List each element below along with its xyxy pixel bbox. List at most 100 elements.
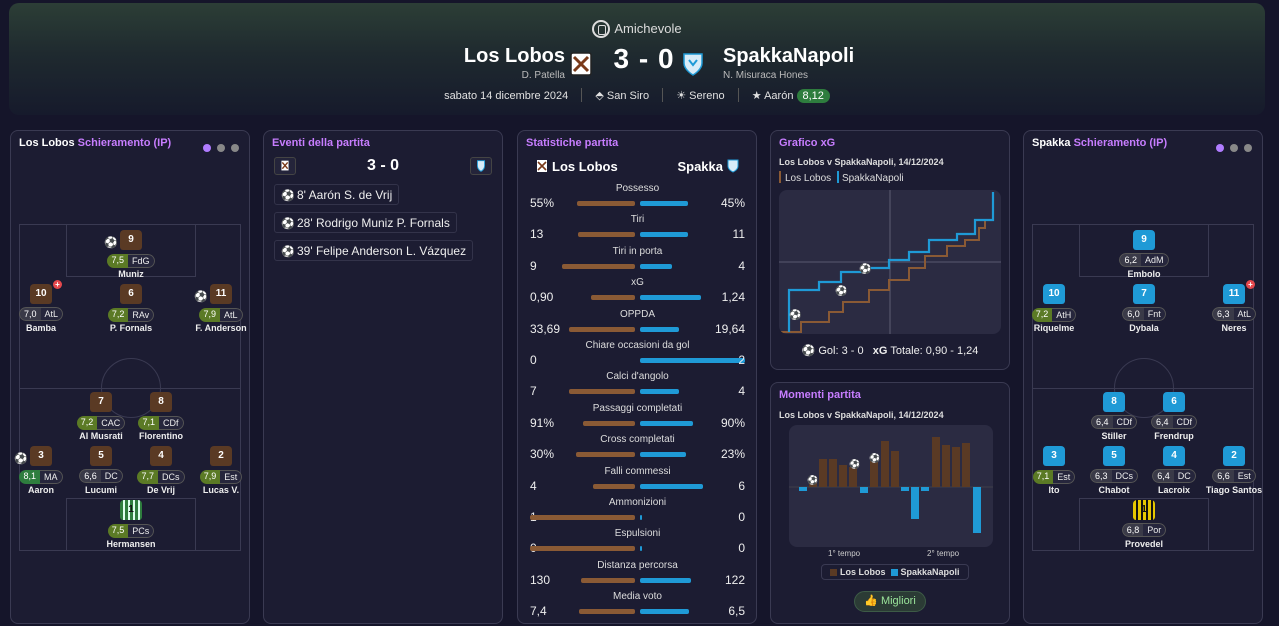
player-rating: 7,1 Est	[1032, 470, 1076, 484]
shirt-number: 2	[218, 450, 224, 461]
moments-title: Momenti partita	[779, 389, 861, 401]
player-card[interactable]: ⚽ 9 7,5 FdG Muniz	[96, 229, 166, 279]
goal-icon: ⚽	[281, 218, 295, 230]
player-position: FdG	[128, 254, 155, 268]
player-card[interactable]: 1 6,8 Por Provedel	[1109, 499, 1179, 549]
away-team[interactable]: SpakkaNapoli N. Misuraca Hones	[723, 45, 854, 81]
player-card[interactable]: 7 7,2 CAC Al Musrati	[66, 391, 136, 441]
player-rating: 7,9 Est	[199, 470, 243, 484]
page-dot[interactable]	[1244, 144, 1252, 152]
moments-chart[interactable]: ⚽ ⚽ ⚽	[789, 425, 993, 547]
player-card[interactable]: 7 6,0 Fnt Dybala	[1109, 283, 1179, 333]
mvp-name[interactable]: Aarón	[764, 90, 794, 102]
event-goal[interactable]: ⚽ 39' Felipe Anderson L. Vázquez	[274, 240, 474, 261]
player-card[interactable]: 5 6,6 DC Lucumi	[66, 445, 136, 495]
shirt-number: 11	[1228, 288, 1240, 299]
player-rating: 6,6 Est	[1212, 469, 1256, 483]
player-card[interactable]: 3 7,1 Est Ito	[1019, 445, 1089, 495]
stat-away-bar	[640, 232, 689, 238]
player-rating: 6,3 DCs	[1089, 469, 1138, 483]
shirt-number: 10	[1048, 288, 1060, 299]
stat-away-bar	[640, 546, 642, 552]
player-card[interactable]: 10 7,2 AtH Riquelme	[1019, 283, 1089, 333]
player-card[interactable]: 6 7,2 RAv P. Fornals	[96, 283, 166, 333]
player-card[interactable]: 4 7,7 DCs De Vrij	[126, 445, 196, 495]
stat-home-bar	[575, 452, 635, 458]
player-name: Al Musrati	[79, 431, 123, 441]
penalty-box	[66, 498, 196, 550]
player-card[interactable]: 5 6,3 DCs Chabot	[1079, 445, 1149, 495]
shirt-icon: 4	[1163, 446, 1185, 466]
shirt-number: 7	[1141, 288, 1147, 299]
goal-icon: ⚽	[868, 452, 880, 463]
player-card[interactable]: 2 7,9 Est Lucas V.	[186, 445, 256, 495]
player-rating: 7,2 CAC	[76, 416, 126, 430]
first-half-label: 1° tempo	[828, 549, 861, 558]
player-position: AdM	[1141, 253, 1169, 267]
player-rating: 7,2 RAv	[107, 308, 155, 322]
match-info: sabato 14 dicembre 2024 ⬘ San Siro ☀ Ser…	[9, 88, 1265, 103]
away-lineup-title: Spakka Schieramento (IP)	[1032, 137, 1168, 149]
shirt-number: 6	[1171, 396, 1177, 407]
player-position: PCs	[128, 524, 155, 538]
page-dot[interactable]	[1216, 144, 1224, 152]
stat-row: Calci d'angolo 7 4	[518, 371, 757, 401]
events-title: Eventi della partita	[272, 137, 370, 149]
shirt-number: 4	[158, 450, 164, 461]
xg-chart[interactable]: ⚽ ⚽ ⚽	[779, 190, 1001, 334]
best-moments-button[interactable]: 👍 Migliori	[854, 591, 926, 612]
lineup-pager[interactable]	[1210, 139, 1252, 157]
stat-label: Espulsioni	[614, 528, 661, 540]
page-dot[interactable]	[217, 144, 225, 152]
injury-icon: +	[1246, 280, 1255, 289]
player-name: Dybala	[1129, 323, 1159, 333]
home-team-name[interactable]: Los Lobos	[463, 45, 565, 67]
page-dot[interactable]	[1230, 144, 1238, 152]
xg-line-home	[781, 220, 986, 333]
match-date: sabato 14 dicembre 2024	[444, 90, 569, 102]
stat-away-bar	[640, 201, 688, 206]
player-card[interactable]: 11 +6,3 AtL Neres	[1199, 280, 1269, 333]
player-card[interactable]: 6 6,4 CDf Frendrup	[1139, 391, 1209, 441]
shirt-number: 1	[1141, 504, 1147, 515]
player-card[interactable]: 9 6,2 AdM Embolo	[1109, 229, 1179, 279]
player-rating: 6,6 DC	[79, 469, 123, 483]
player-card[interactable]: 10 +7,0 AtL Bamba	[6, 280, 76, 333]
penalty-box	[1079, 498, 1209, 550]
lineup-pager[interactable]	[197, 139, 239, 157]
home-lineup-panel: Los Lobos Schieramento (IP) ⚽ 9 7,5 FdG Muni…	[10, 130, 250, 624]
away-team-name[interactable]: SpakkaNapoli	[723, 45, 855, 67]
player-rating: 7,2 AtH	[1031, 308, 1077, 322]
shirt-number: 11	[215, 288, 227, 299]
player-rating: 7,1 CDf	[138, 416, 184, 430]
event-goal[interactable]: ⚽ 8' Aarón S. de Vrij	[274, 184, 400, 205]
penalty-box	[1079, 225, 1209, 277]
stat-home-value: 7,4	[530, 604, 547, 619]
shirt-icon: 4	[150, 446, 172, 466]
page-dot[interactable]	[203, 144, 211, 152]
stat-row: Espulsioni00	[518, 528, 757, 558]
player-card[interactable]: ⚽ 11 7,9 AtL F. Anderson	[186, 283, 256, 333]
stat-row: Chiare occasioni da gol 0 2	[518, 340, 757, 370]
player-card[interactable]: 8 7,1 CDf Florentino	[126, 391, 196, 441]
player-position: CDf	[1172, 415, 1197, 429]
shirt-number: 10	[35, 288, 47, 299]
player-position: Est	[1233, 469, 1256, 483]
stat-away-value: 19,64	[714, 321, 745, 336]
shirt-number: 7	[98, 396, 104, 407]
page-dot[interactable]	[231, 144, 239, 152]
home-team[interactable]: Los Lobos D. Patella	[464, 45, 565, 81]
stat-home-value: 0,90	[530, 290, 554, 305]
player-name: Stiller	[1101, 431, 1127, 441]
player-name: Lucumi	[84, 485, 117, 495]
player-card[interactable]: 8 6,4 CDf Stiller	[1079, 391, 1149, 441]
player-card[interactable]: ⚽ 3 8,1 MA Aaron	[6, 445, 76, 495]
player-card[interactable]: 1 7,5 PCs Hermansen	[96, 499, 166, 549]
player-position: AtL	[40, 307, 64, 321]
event-goal[interactable]: ⚽ 28' Rodrigo Muniz P. Fornals	[274, 212, 457, 233]
pitch	[1032, 224, 1254, 551]
player-card[interactable]: 4 6,4 DC Lacroix	[1139, 445, 1209, 495]
stat-away-bar	[640, 326, 679, 332]
away-crest-icon	[727, 159, 739, 173]
player-card[interactable]: 2 6,6 Est Tiago Santos	[1199, 445, 1269, 495]
